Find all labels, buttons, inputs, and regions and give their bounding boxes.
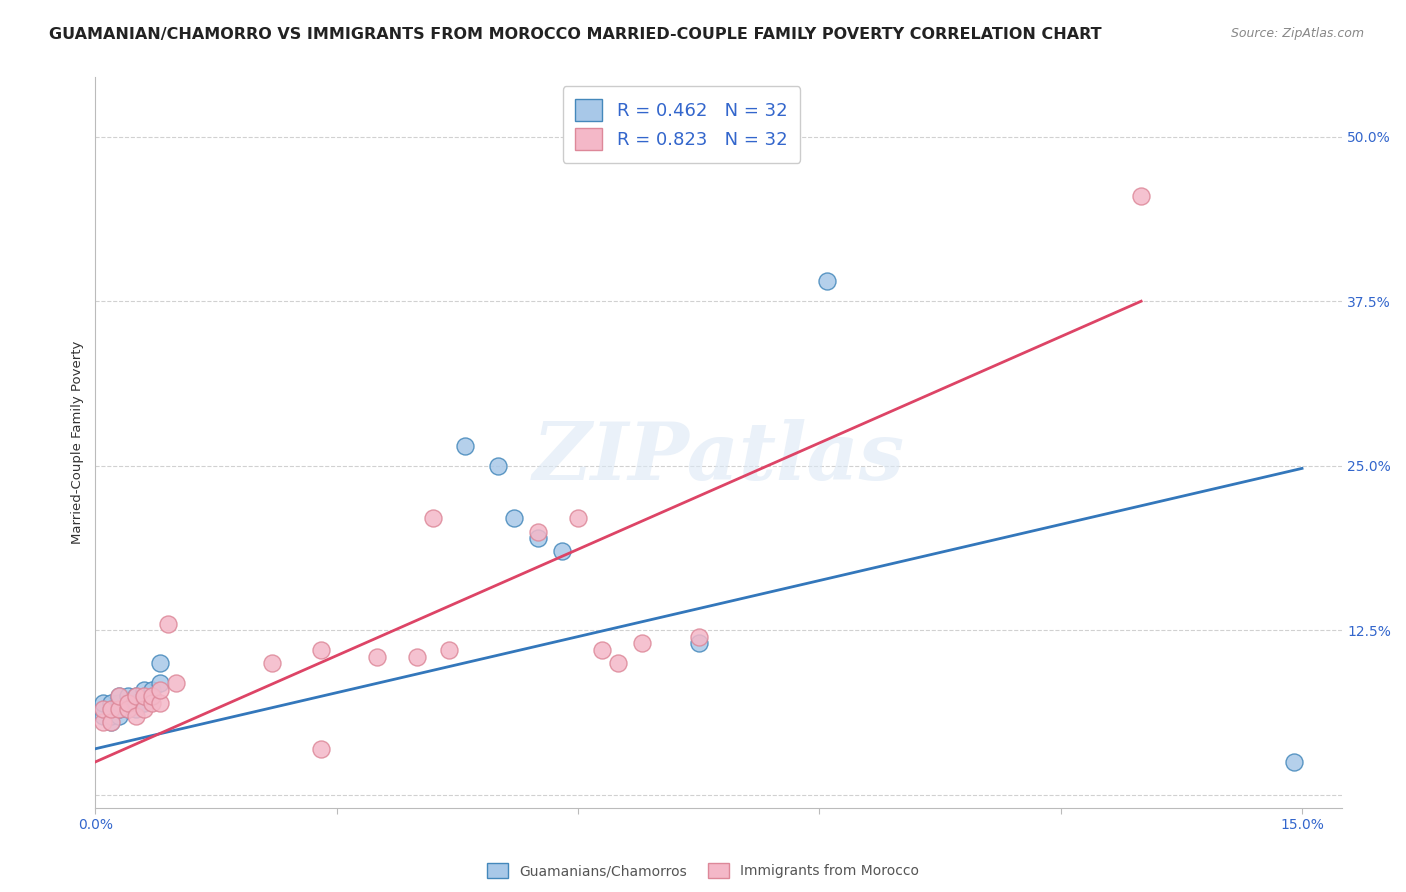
Point	[100, 709, 122, 723]
Point	[117, 702, 139, 716]
Point	[100, 715, 122, 730]
Point	[117, 689, 139, 703]
Y-axis label: Married-Couple Family Poverty: Married-Couple Family Poverty	[72, 341, 84, 544]
Point	[132, 689, 155, 703]
Point	[93, 702, 115, 716]
Point	[262, 656, 284, 670]
Legend: Guamanians/Chamorros, Immigrants from Morocco: Guamanians/Chamorros, Immigrants from Mo…	[481, 856, 925, 885]
Point	[439, 643, 461, 657]
Point	[631, 636, 654, 650]
Point	[132, 696, 155, 710]
Point	[149, 656, 172, 670]
Point	[132, 702, 155, 716]
Point	[156, 616, 179, 631]
Point	[100, 702, 122, 716]
Point	[1282, 755, 1305, 769]
Point	[141, 682, 163, 697]
Text: ZIPatlas: ZIPatlas	[533, 418, 905, 496]
Point	[149, 682, 172, 697]
Point	[117, 696, 139, 710]
Point	[527, 531, 550, 545]
Point	[551, 544, 574, 558]
Point	[1130, 189, 1153, 203]
Point	[93, 715, 115, 730]
Point	[567, 511, 589, 525]
Point	[108, 689, 131, 703]
Point	[591, 643, 613, 657]
Point	[124, 696, 146, 710]
Point	[100, 696, 122, 710]
Point	[527, 524, 550, 539]
Point	[149, 696, 172, 710]
Point	[607, 656, 630, 670]
Point	[108, 702, 131, 716]
Point	[366, 649, 388, 664]
Text: Source: ZipAtlas.com: Source: ZipAtlas.com	[1230, 27, 1364, 40]
Point	[165, 676, 187, 690]
Point	[108, 696, 131, 710]
Point	[132, 689, 155, 703]
Point	[124, 689, 146, 703]
Point	[815, 275, 838, 289]
Point	[108, 709, 131, 723]
Point	[141, 689, 163, 703]
Point	[100, 702, 122, 716]
Point	[141, 689, 163, 703]
Point	[688, 630, 710, 644]
Point	[124, 702, 146, 716]
Point	[454, 439, 477, 453]
Point	[132, 682, 155, 697]
Point	[486, 458, 509, 473]
Point	[149, 676, 172, 690]
Point	[93, 709, 115, 723]
Point	[108, 702, 131, 716]
Point	[117, 702, 139, 716]
Legend: R = 0.462   N = 32, R = 0.823   N = 32: R = 0.462 N = 32, R = 0.823 N = 32	[562, 87, 800, 163]
Point	[502, 511, 524, 525]
Point	[117, 696, 139, 710]
Point	[309, 643, 332, 657]
Point	[93, 702, 115, 716]
Point	[124, 689, 146, 703]
Point	[141, 696, 163, 710]
Point	[93, 696, 115, 710]
Point	[422, 511, 444, 525]
Text: GUAMANIAN/CHAMORRO VS IMMIGRANTS FROM MOROCCO MARRIED-COUPLE FAMILY POVERTY CORR: GUAMANIAN/CHAMORRO VS IMMIGRANTS FROM MO…	[49, 27, 1102, 42]
Point	[100, 715, 122, 730]
Point	[108, 689, 131, 703]
Point	[406, 649, 429, 664]
Point	[124, 709, 146, 723]
Point	[309, 741, 332, 756]
Point	[688, 636, 710, 650]
